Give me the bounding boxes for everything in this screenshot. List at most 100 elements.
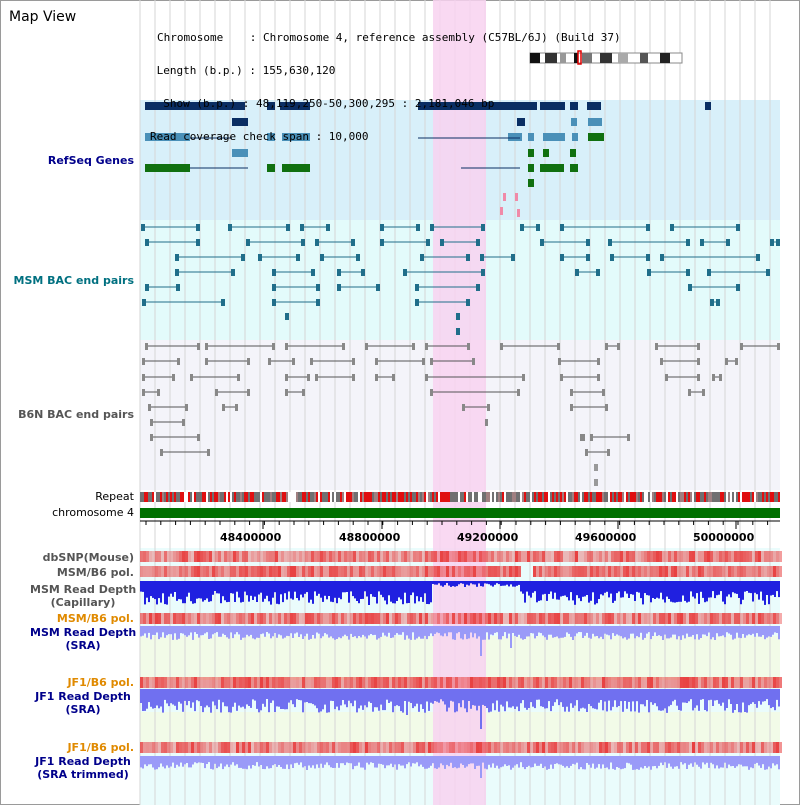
pol-density-cell [746,742,749,753]
bac-end-marker [440,239,444,246]
bac-end-marker [776,239,780,246]
track-label-dbsnp[interactable]: dbSNP(Mouse) [42,551,134,564]
jf1-sra-depth-bar [526,689,528,710]
msm-sra-depth-bar [638,626,640,638]
track-label-msm-b6-pol[interactable]: MSM/B6 pol. [56,566,134,579]
pol-density-cell [440,613,443,624]
repeat-segment [424,492,426,502]
capillary-depth-bar [502,581,504,586]
pol-density-cell [419,742,422,753]
track-label-msm-b6-pol-2[interactable]: MSM/B6 pol. [56,612,134,625]
msm-sra-depth-bar [676,626,678,640]
capillary-depth-bar [282,581,284,603]
track-label-msm-bac[interactable]: MSM BAC end pairs [13,274,134,287]
jf1-sra-depth-bar [652,689,654,705]
track-label-line: JF1 Read Depth [35,755,131,768]
pol-density-cell [344,742,347,753]
pol-density-cell [590,613,593,624]
capillary-depth-bar [394,581,396,604]
msm-sra-depth-bar [662,626,664,640]
jf1-trimmed-depth-bar [592,756,594,764]
jf1-trimmed-depth-bar [638,756,640,770]
repeat-segment [768,492,770,502]
pol-density-cell [362,677,365,688]
gene-exon [570,164,578,172]
pol-density-cell [620,613,623,624]
track-label-jf1-b6-pol[interactable]: JF1/B6 pol. [67,676,134,689]
pol-density-cell [353,742,356,753]
jf1-sra-depth-bar [384,689,386,711]
bac-end-marker [337,284,341,291]
pol-density-cell [617,613,620,624]
jf1-sra-depth-bar [466,689,468,713]
pol-density-cell [605,566,608,577]
pol-density-cell [149,566,152,577]
track-label-msm-depth-sra[interactable]: MSM Read Depth (SRA) [30,626,136,652]
pol-density-cell [167,613,170,624]
pol-density-cell [140,613,143,624]
pol-density-cell [293,566,296,577]
pol-density-cell [512,742,515,753]
capillary-depth-bar [418,581,420,602]
track-label-repeat[interactable]: Repeat [95,490,134,503]
pol-density-cell [644,566,647,577]
msm-sra-depth-bar [590,626,592,639]
track-label-refseq[interactable]: RefSeq Genes [47,154,134,167]
pol-density-cell [203,677,206,688]
capillary-depth-bar [232,581,234,594]
pol-density-cell [533,742,536,753]
pol-density-cell [578,613,581,624]
snp-density-cell [728,551,731,562]
pol-density-cell [620,677,623,688]
repeat-segment [274,492,276,502]
pol-density-cell [680,613,683,624]
repeat-segment [656,492,658,502]
jf1-sra-depth-bar [170,689,172,704]
capillary-depth-bar [598,581,600,599]
msm-sra-depth-bar [620,626,622,637]
track-label-msm-depth-capillary[interactable]: MSM Read Depth (Capillary) [30,583,136,609]
pol-density-cell [485,742,488,753]
track-label-b6n-bac[interactable]: B6N BAC end pairs [18,408,134,421]
jf1-trimmed-depth-bar [746,756,748,767]
pol-density-cell [695,742,698,753]
pol-density-cell [455,613,458,624]
snp-density-cell [548,551,551,562]
pol-density-cell [722,742,725,753]
jf1-trimmed-depth-bar [564,756,566,768]
pol-density-cell [575,742,578,753]
track-label-jf1-depth-sra[interactable]: JF1 Read Depth (SRA) [30,690,136,716]
pol-density-cell [368,613,371,624]
axis-tick-label: 49200000 [457,531,519,544]
pol-density-cell [362,566,365,577]
capillary-depth-bar [142,581,144,592]
jf1-sra-depth-bar [362,689,364,710]
msm-sra-depth-bar [594,626,596,637]
gene-exon [282,164,310,172]
pol-density-cell [593,677,596,688]
track-label-chromosome[interactable]: chromosome 4 [52,506,134,519]
jf1-sra-depth-bar [398,689,400,707]
msm-sra-depth-bar [556,626,558,637]
pol-density-cell [692,613,695,624]
jf1-sra-depth-bar [720,689,722,706]
jf1-sra-depth-bar [190,689,192,708]
msm-sra-depth-bar [628,626,630,639]
pol-density-cell [626,566,629,577]
capillary-depth-bar [694,581,696,599]
snp-density-cell [551,551,554,562]
jf1-trimmed-depth-bar [414,756,416,764]
capillary-depth-bar [202,581,204,602]
capillary-depth-bar [674,581,676,603]
pol-density-cell [614,742,617,753]
track-label-jf1-depth-trimmed[interactable]: JF1 Read Depth (SRA trimmed) [30,755,136,781]
repeat-segment [758,492,760,502]
jf1-trimmed-depth-bar [482,756,484,763]
repeat-segment [530,492,532,502]
capillary-depth-bar [266,581,268,596]
track-label-jf1-b6-pol-2[interactable]: JF1/B6 pol. [67,741,134,754]
pol-density-cell [722,677,725,688]
pol-density-cell [644,742,647,753]
jf1-trimmed-depth-bar [194,756,196,763]
